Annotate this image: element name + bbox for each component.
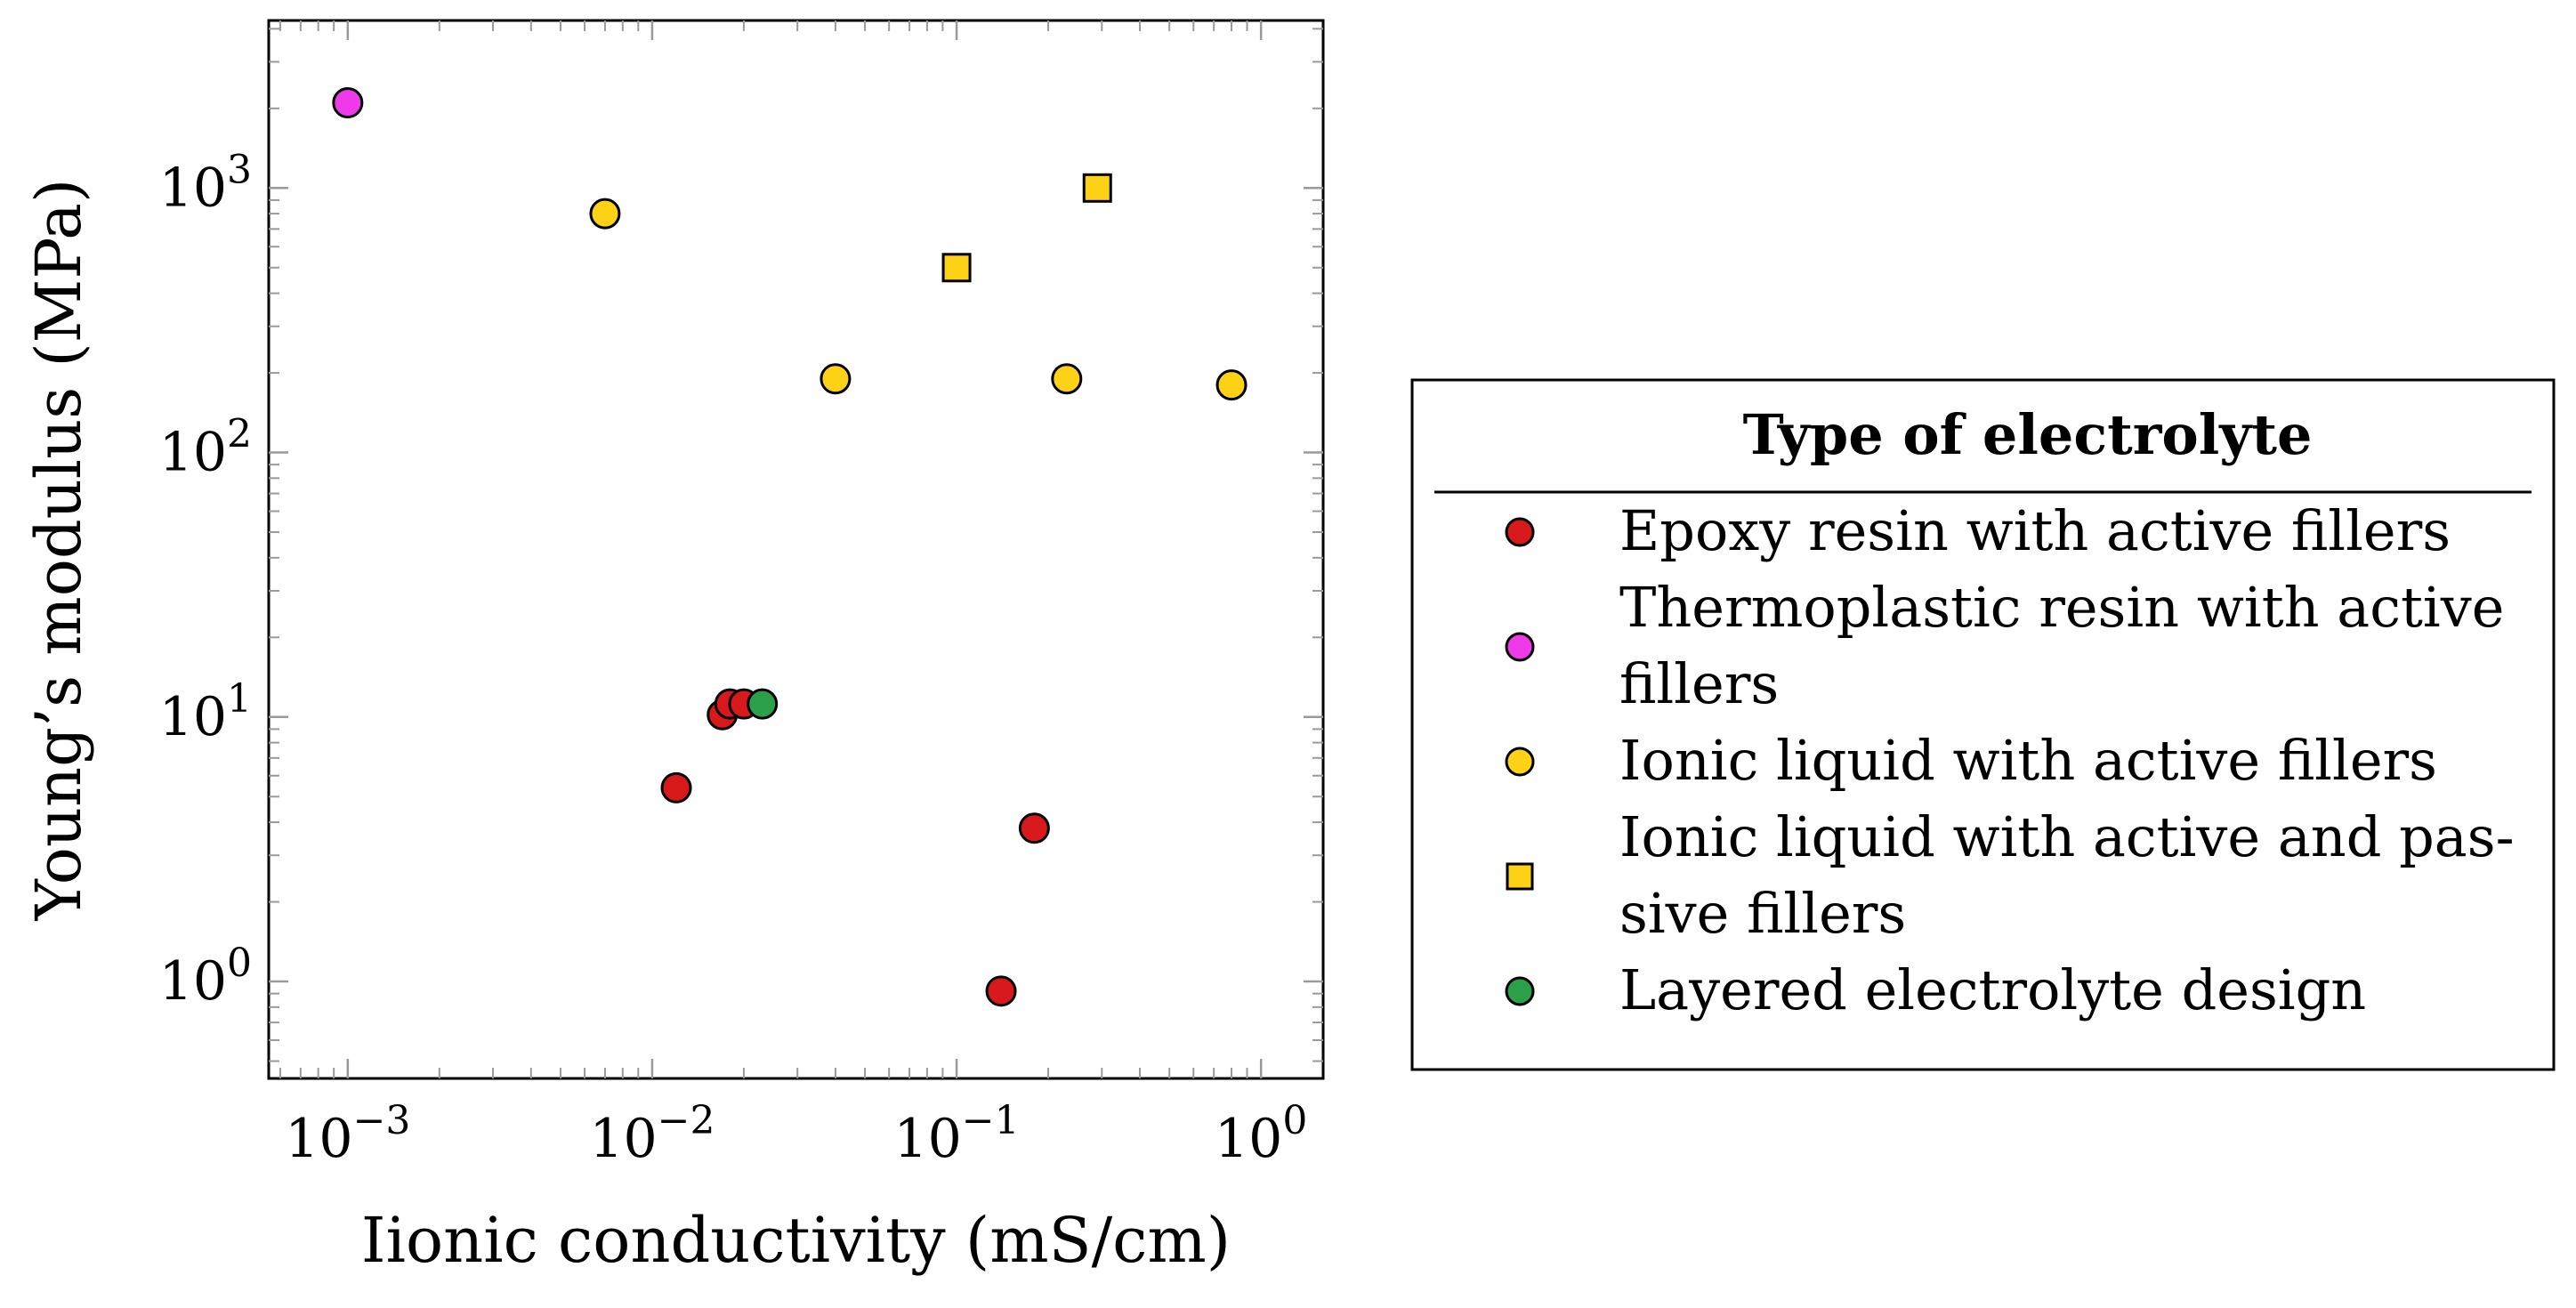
y-tick-label: 102: [159, 412, 252, 484]
x-tick-label: 10−2: [589, 1098, 715, 1170]
legend-marker: [1506, 862, 1534, 891]
data-point: [747, 688, 779, 720]
legend-marker: [1505, 632, 1535, 662]
data-point: [1018, 812, 1050, 844]
y-axis-label: Young’s modulus (MPa): [22, 179, 95, 922]
legend-label: sive fillers: [1619, 881, 1906, 946]
legend-marker: [1505, 517, 1535, 547]
legend-label: Epoxy resin with active fillers: [1619, 498, 2451, 563]
data-point: [1051, 363, 1083, 395]
x-tick-label: 10−3: [285, 1098, 410, 1170]
data-point: [941, 253, 972, 283]
legend-marker: [1505, 747, 1535, 777]
legend-label: Thermoplastic resin with active: [1619, 575, 2504, 640]
x-tick-label: 100: [1215, 1098, 1307, 1170]
data-point: [660, 771, 692, 803]
x-axis-label: Iionic conductivity (mS/cm): [361, 1204, 1231, 1277]
plot-area: 10−3 10−2 10−1 100 100 101 102 103 Iionic conduc…: [22, 19, 1325, 1277]
axes-frame: [267, 19, 1325, 1080]
y-tick-label: 100: [159, 941, 252, 1013]
legend-label: fillers: [1619, 651, 1779, 716]
legend: Type of electrolyte Epoxy resin with acti…: [1410, 378, 2556, 1071]
legend-label: Layered electrolyte design: [1619, 957, 2366, 1022]
legend-box: [1410, 378, 2556, 1071]
data-point: [820, 363, 852, 395]
data-point: [589, 198, 621, 230]
y-tick-label: 101: [159, 676, 252, 748]
legend-label: Ionic liquid with active fillers: [1619, 728, 2437, 793]
y-tick-label: 103: [159, 147, 252, 219]
data-point: [332, 87, 364, 119]
legend-label: Ionic liquid with active and pas-: [1619, 804, 2515, 869]
data-point: [985, 975, 1017, 1007]
data-point: [1215, 369, 1248, 401]
x-tick-label: 10−1: [893, 1098, 1019, 1170]
data-point: [1082, 173, 1112, 203]
legend-marker: [1505, 976, 1535, 1006]
legend-title: Type of electrolyte: [1743, 402, 2313, 467]
